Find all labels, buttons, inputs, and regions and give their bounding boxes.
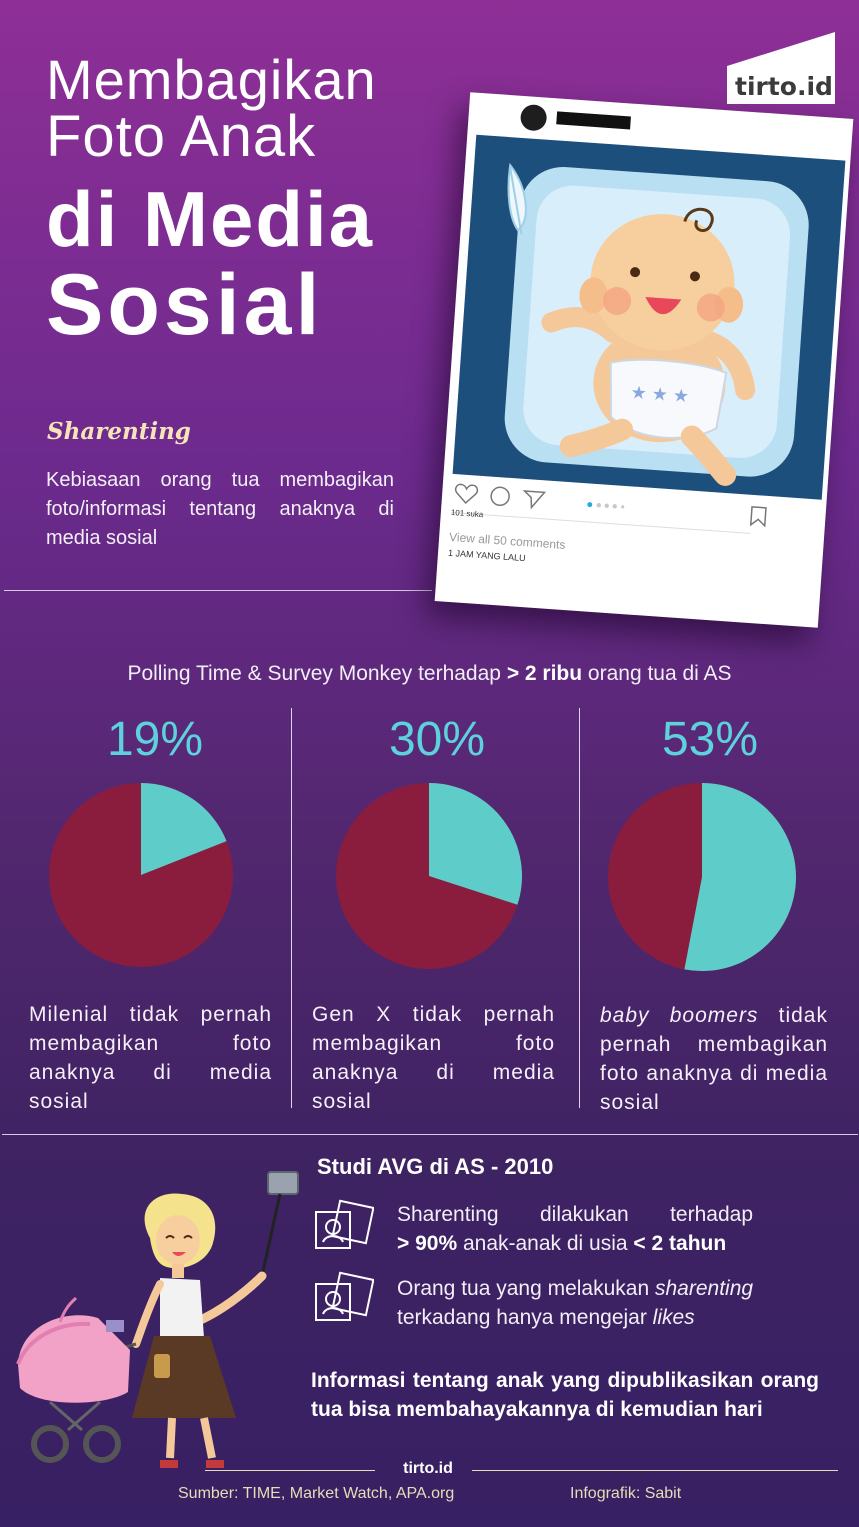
fact-1-mid: anak-anak di usia bbox=[457, 1232, 634, 1255]
photos-icon bbox=[315, 1199, 374, 1249]
comment-icon bbox=[490, 486, 510, 507]
photos-icon-2 bbox=[315, 1271, 374, 1321]
percent-label-boomers: 53% bbox=[661, 713, 759, 766]
bookmark-icon bbox=[749, 506, 767, 528]
social-post-card: ★ ★ ★ 1 bbox=[434, 92, 854, 628]
warning-statement: Informasi tentang anak yang dipublikasik… bbox=[311, 1369, 819, 1421]
footer-brand: tirto.id bbox=[403, 1460, 453, 1477]
fact-2-line-1: Orang tua yang melakukan sharenting bbox=[397, 1274, 753, 1303]
feather-icon bbox=[507, 162, 527, 235]
title-line-2: Foto Anak bbox=[46, 104, 317, 169]
study-heading: Studi AVG di AS - 2010 bbox=[317, 1154, 554, 1179]
fact-2-line-2: terkadang hanya mengejar likes bbox=[397, 1303, 695, 1332]
fact-2-italic-2: likes bbox=[652, 1306, 695, 1329]
pie-slice-value bbox=[429, 783, 522, 905]
poll-heading-pre: Polling Time & Survey Monkey terhadap bbox=[127, 662, 507, 685]
footer-credit: Infografik: Sabit bbox=[570, 1485, 682, 1502]
column-divider-2 bbox=[579, 708, 580, 1108]
fact-1-line-2: > 90% anak-anak di usia < 2 tahun bbox=[397, 1229, 726, 1258]
caption-boomers-text: tidak pernah membagikan foto anaknya di … bbox=[600, 1004, 828, 1114]
divider-top bbox=[4, 590, 432, 591]
post-username-redacted bbox=[556, 111, 631, 130]
poll-heading-bold: > 2 ribu bbox=[506, 662, 583, 685]
pie-chart-milenial bbox=[49, 783, 233, 967]
poll-heading: Polling Time & Survey Monkey terhadap > … bbox=[0, 662, 859, 686]
pie-chart-boomers bbox=[608, 783, 796, 971]
fact-2-pre: Orang tua yang melakukan bbox=[397, 1277, 655, 1300]
post-time: 1 JAM YANG LALU bbox=[447, 547, 526, 564]
title-line-1: Membagikan bbox=[46, 48, 377, 111]
title-line-4: Sosial bbox=[46, 257, 324, 353]
column-divider-1 bbox=[291, 708, 292, 1108]
fact-1-bold-1: > 90% bbox=[397, 1232, 458, 1255]
tirto-logo: tirto.id bbox=[727, 32, 835, 104]
caption-genx: Gen X tidak pernah membagikan foto anakn… bbox=[312, 1003, 555, 1113]
fact-1-line-1: Sharenting dilakukan terhadap bbox=[397, 1203, 753, 1226]
pie-slice-value bbox=[684, 783, 796, 971]
sharenting-definition: Kebiasaan orang tua membagikan foto/info… bbox=[46, 469, 394, 549]
sharenting-term: Sharenting bbox=[47, 418, 191, 445]
svg-text:★ ★ ★: ★ ★ ★ bbox=[630, 382, 690, 406]
post-likes: 101 suka bbox=[450, 507, 484, 520]
fact-2-mid: terkadang hanya mengejar bbox=[397, 1306, 653, 1329]
footer-line-left bbox=[205, 1470, 375, 1471]
poll-heading-post: orang tua di AS bbox=[582, 662, 732, 685]
percent-label-genx: 30% bbox=[388, 713, 486, 766]
caption-boomers-lead: baby boomers bbox=[600, 1004, 759, 1027]
caption-boomers: baby boomers tidak pernah membagikan fot… bbox=[600, 1001, 828, 1117]
divider-middle bbox=[2, 1134, 858, 1135]
logo-text: tirto.id bbox=[735, 72, 833, 101]
percent-label-milenial: 19% bbox=[106, 713, 204, 766]
mother-selfie-illustration bbox=[16, 1171, 299, 1468]
caption-milenial: Milenial tidak pernah membagikan foto an… bbox=[29, 1003, 272, 1113]
baby-illustration: ★ ★ ★ bbox=[452, 134, 846, 500]
footer-source: Sumber: TIME, Market Watch, APA.org bbox=[178, 1485, 455, 1502]
title-line-3: di Media bbox=[46, 175, 375, 263]
fact-2-italic: sharenting bbox=[655, 1277, 754, 1300]
footer-line-right bbox=[472, 1470, 838, 1471]
send-icon bbox=[522, 490, 547, 510]
post-avatar bbox=[519, 103, 548, 132]
pie-chart-genx bbox=[336, 783, 522, 969]
heart-icon bbox=[454, 483, 479, 504]
fact-1-bold-2: < 2 tahun bbox=[633, 1232, 727, 1255]
pie-slice-value bbox=[141, 783, 227, 875]
